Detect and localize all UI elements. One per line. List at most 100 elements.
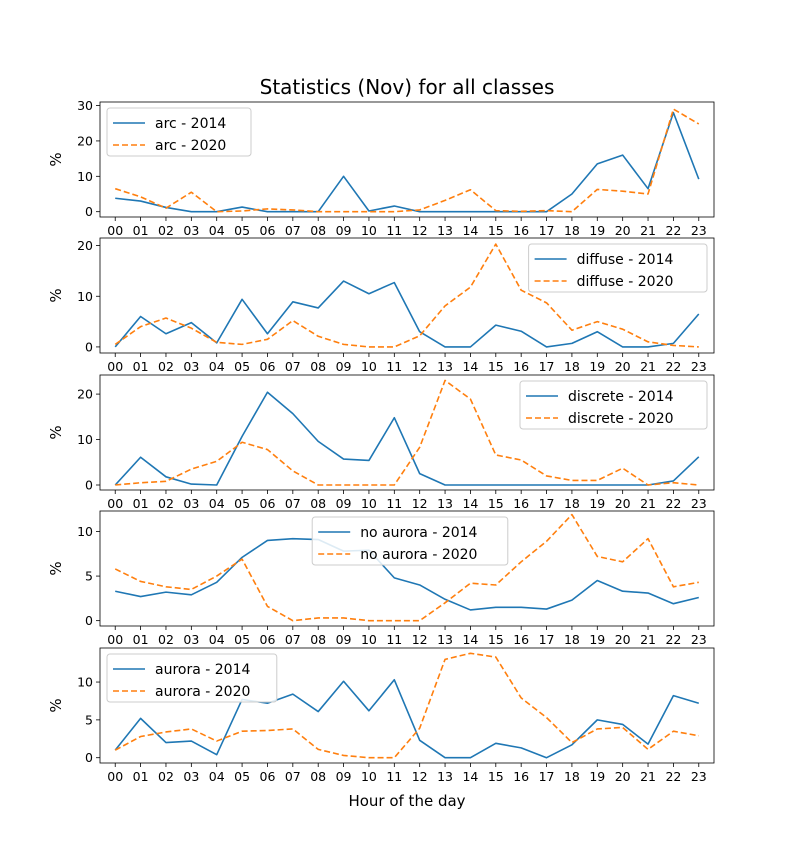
legend-label: arc - 2014 [155, 116, 226, 132]
axes-frame [99, 101, 715, 218]
x-tick-label: 00 [107, 496, 123, 511]
x-tick-label: 19 [589, 769, 605, 784]
x-tick-label: 21 [640, 359, 656, 374]
x-tick-label: 07 [285, 769, 301, 784]
legend: aurora - 2014 aurora - 2020 [106, 653, 278, 703]
x-tick-label: 05 [234, 359, 250, 374]
y-tick-label: 5 [85, 569, 93, 584]
x-tick-label: 03 [183, 496, 199, 511]
x-tick-label: 13 [437, 359, 453, 374]
y-tick-label: 0 [85, 204, 93, 219]
x-tick-label: 16 [513, 769, 529, 784]
x-tick-label: 12 [412, 359, 428, 374]
legend-label: no aurora - 2020 [360, 547, 477, 563]
x-tick-label: 21 [640, 496, 656, 511]
x-tick-label: 08 [310, 223, 326, 238]
x-tick-label: 11 [386, 769, 402, 784]
x-tick-label: 03 [183, 769, 199, 784]
x-tick-label: 21 [640, 223, 656, 238]
y-tick-label: 30 [77, 98, 93, 113]
x-tick-label: 17 [539, 359, 555, 374]
series-line-no-aurora-2014 [115, 537, 699, 611]
legend-box [311, 516, 509, 566]
axes-frame [99, 647, 715, 764]
x-tick-label: 19 [589, 223, 605, 238]
x-tick-label: 05 [234, 769, 250, 784]
y-tick-label: 0 [85, 750, 93, 765]
x-tick-label: 20 [615, 223, 631, 238]
x-tick-label: 16 [513, 496, 529, 511]
x-tick-label: 15 [488, 632, 504, 647]
x-tick-label: 14 [462, 359, 478, 374]
legend-label: no aurora - 2014 [360, 525, 477, 541]
x-tick-label: 14 [462, 496, 478, 511]
x-tick-label: 04 [209, 359, 225, 374]
x-tick-label: 16 [513, 359, 529, 374]
x-tick-label: 02 [158, 223, 174, 238]
series-line-discrete-2014 [114, 391, 700, 486]
x-tick-label: 15 [488, 496, 504, 511]
y-axis-label: % [47, 425, 65, 439]
x-tick-label: 04 [209, 223, 225, 238]
y-tick-label: 0 [85, 339, 93, 354]
x-tick-label: 06 [260, 632, 276, 647]
y-tick-label: 10 [77, 524, 93, 539]
x-tick-label: 01 [133, 769, 149, 784]
x-tick-label: 20 [615, 632, 631, 647]
series-line-aurora-2014 [114, 678, 700, 759]
x-tick-label: 18 [564, 223, 580, 238]
x-tick-label: 23 [691, 359, 707, 374]
x-tick-label: 15 [488, 769, 504, 784]
y-tick-label: 5 [85, 712, 93, 727]
x-tick-label: 08 [310, 769, 326, 784]
x-tick-label: 14 [462, 769, 478, 784]
y-axis-label: % [47, 561, 65, 575]
x-tick-label: 11 [386, 632, 402, 647]
x-tick-label: 23 [691, 769, 707, 784]
series-line-arc-2020 [114, 108, 700, 213]
legend: diffuse - 2014 diffuse - 2020 [528, 243, 708, 293]
x-tick-label: 02 [158, 632, 174, 647]
x-tick-label: 22 [665, 496, 681, 511]
x-tick-label: 13 [437, 769, 453, 784]
x-tick-label: 12 [412, 769, 428, 784]
series-line-discrete-2020 [115, 379, 699, 486]
legend-box [528, 243, 708, 293]
x-tick-label: 00 [107, 632, 123, 647]
y-tick-label: 20 [77, 238, 93, 253]
x-tick-label: 00 [107, 769, 123, 784]
x-tick-label: 17 [539, 632, 555, 647]
x-tick-label: 06 [260, 496, 276, 511]
x-tick-label: 09 [336, 496, 352, 511]
axes-frame [99, 374, 715, 491]
x-tick-label: 06 [260, 359, 276, 374]
x-tick-label: 13 [437, 496, 453, 511]
legend-label: arc - 2020 [155, 138, 226, 154]
x-tick-label: 22 [665, 632, 681, 647]
x-tick-label: 22 [665, 223, 681, 238]
y-axis-label: % [47, 288, 65, 302]
y-tick-label: 0 [85, 478, 93, 493]
x-tick-label: 14 [462, 223, 478, 238]
x-tick-label: 01 [133, 359, 149, 374]
x-tick-label: 22 [665, 359, 681, 374]
x-tick-label: 14 [462, 632, 478, 647]
y-axis-label: % [47, 698, 65, 712]
x-tick-label: 05 [234, 496, 250, 511]
x-tick-label: 15 [488, 223, 504, 238]
x-tick-label: 10 [361, 359, 377, 374]
legend-label: diffuse - 2014 [577, 252, 674, 268]
x-tick-label: 09 [336, 223, 352, 238]
x-tick-label: 08 [310, 632, 326, 647]
x-tick-label: 03 [183, 223, 199, 238]
x-tick-label: 06 [260, 223, 276, 238]
x-tick-label: 10 [361, 223, 377, 238]
series-line-no-aurora-2020 [114, 513, 699, 622]
x-tick-label: 16 [513, 223, 529, 238]
x-tick-label: 18 [564, 769, 580, 784]
x-tick-label: 07 [285, 359, 301, 374]
